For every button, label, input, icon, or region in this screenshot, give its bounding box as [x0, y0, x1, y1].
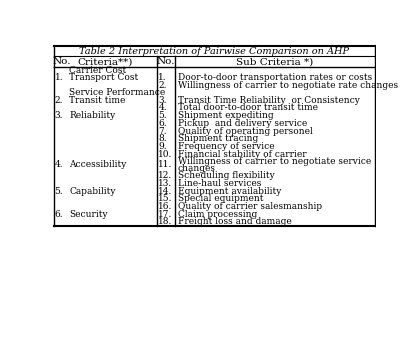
Text: Line-haul services: Line-haul services	[178, 179, 261, 188]
Text: Quality of operating personel: Quality of operating personel	[178, 127, 313, 136]
Text: 5.: 5.	[55, 187, 63, 196]
Text: 10.: 10.	[158, 150, 173, 159]
Text: 3.: 3.	[158, 96, 167, 105]
Text: 9.: 9.	[158, 142, 167, 151]
Text: Pickup  and delivery service: Pickup and delivery service	[178, 119, 307, 128]
Text: 3.: 3.	[55, 111, 63, 120]
Text: 6.: 6.	[55, 210, 63, 219]
Text: Transit time: Transit time	[69, 96, 126, 105]
Text: Freight loss and damage: Freight loss and damage	[178, 217, 291, 226]
Text: 16.: 16.	[158, 202, 173, 211]
Text: changes: changes	[178, 164, 216, 173]
Text: Frequency of service: Frequency of service	[178, 142, 275, 151]
Text: Equipment availability: Equipment availability	[178, 187, 281, 196]
Text: Shipment tracing: Shipment tracing	[178, 134, 258, 143]
Text: Scheduling flexibility: Scheduling flexibility	[178, 171, 275, 180]
Text: Special equipment: Special equipment	[178, 194, 263, 203]
Text: Carrier Cost: Carrier Cost	[69, 66, 127, 75]
Text: Quality of carrier salesmanship: Quality of carrier salesmanship	[178, 202, 322, 211]
Text: Willingness of carrier to negotiate rate changes: Willingness of carrier to negotiate rate…	[178, 81, 398, 90]
Text: 7.: 7.	[158, 127, 167, 136]
Text: 11.: 11.	[158, 161, 173, 169]
Text: 4.: 4.	[158, 104, 167, 113]
Text: 4.: 4.	[55, 161, 63, 169]
Text: Willingness of carrier to negotiate service: Willingness of carrier to negotiate serv…	[178, 157, 371, 166]
Text: 1.: 1.	[55, 74, 63, 82]
Text: Claim processing: Claim processing	[178, 210, 257, 219]
Text: Financial stability of carrier: Financial stability of carrier	[178, 150, 306, 159]
Text: Reliability: Reliability	[69, 111, 115, 120]
Text: No.: No.	[52, 57, 71, 66]
Text: Transit Time Reliability  or Consistency: Transit Time Reliability or Consistency	[178, 96, 359, 105]
Text: 2.: 2.	[158, 81, 167, 90]
Text: Sub Criteria *): Sub Criteria *)	[236, 57, 314, 66]
Text: 6.: 6.	[158, 119, 167, 128]
Text: Door-to-door transportation rates or costs: Door-to-door transportation rates or cos…	[178, 74, 372, 82]
Text: 2.: 2.	[55, 96, 63, 105]
Text: 18.: 18.	[158, 217, 173, 226]
Text: 8.: 8.	[158, 134, 167, 143]
Text: Total door-to-door transit time: Total door-to-door transit time	[178, 104, 318, 113]
Text: 13.: 13.	[158, 179, 173, 188]
Text: 14.: 14.	[158, 187, 173, 196]
Text: Accessibility: Accessibility	[69, 161, 127, 169]
Text: 5.: 5.	[158, 111, 167, 120]
Text: Capability: Capability	[69, 187, 116, 196]
Text: Criteria**): Criteria**)	[78, 57, 133, 66]
Text: Security: Security	[69, 210, 108, 219]
Text: No.: No.	[156, 57, 175, 66]
Text: 17.: 17.	[158, 210, 173, 219]
Text: 15.: 15.	[158, 194, 173, 203]
Text: Shipment expediting: Shipment expediting	[178, 111, 273, 120]
Text: Service Performance: Service Performance	[69, 88, 166, 97]
Text: 12.: 12.	[158, 171, 173, 180]
Text: 1.: 1.	[158, 74, 167, 82]
Text: Table 2 Interpretation of Pairwise Comparison on AHP: Table 2 Interpretation of Pairwise Compa…	[79, 47, 349, 56]
Text: Transport Cost: Transport Cost	[69, 74, 138, 82]
